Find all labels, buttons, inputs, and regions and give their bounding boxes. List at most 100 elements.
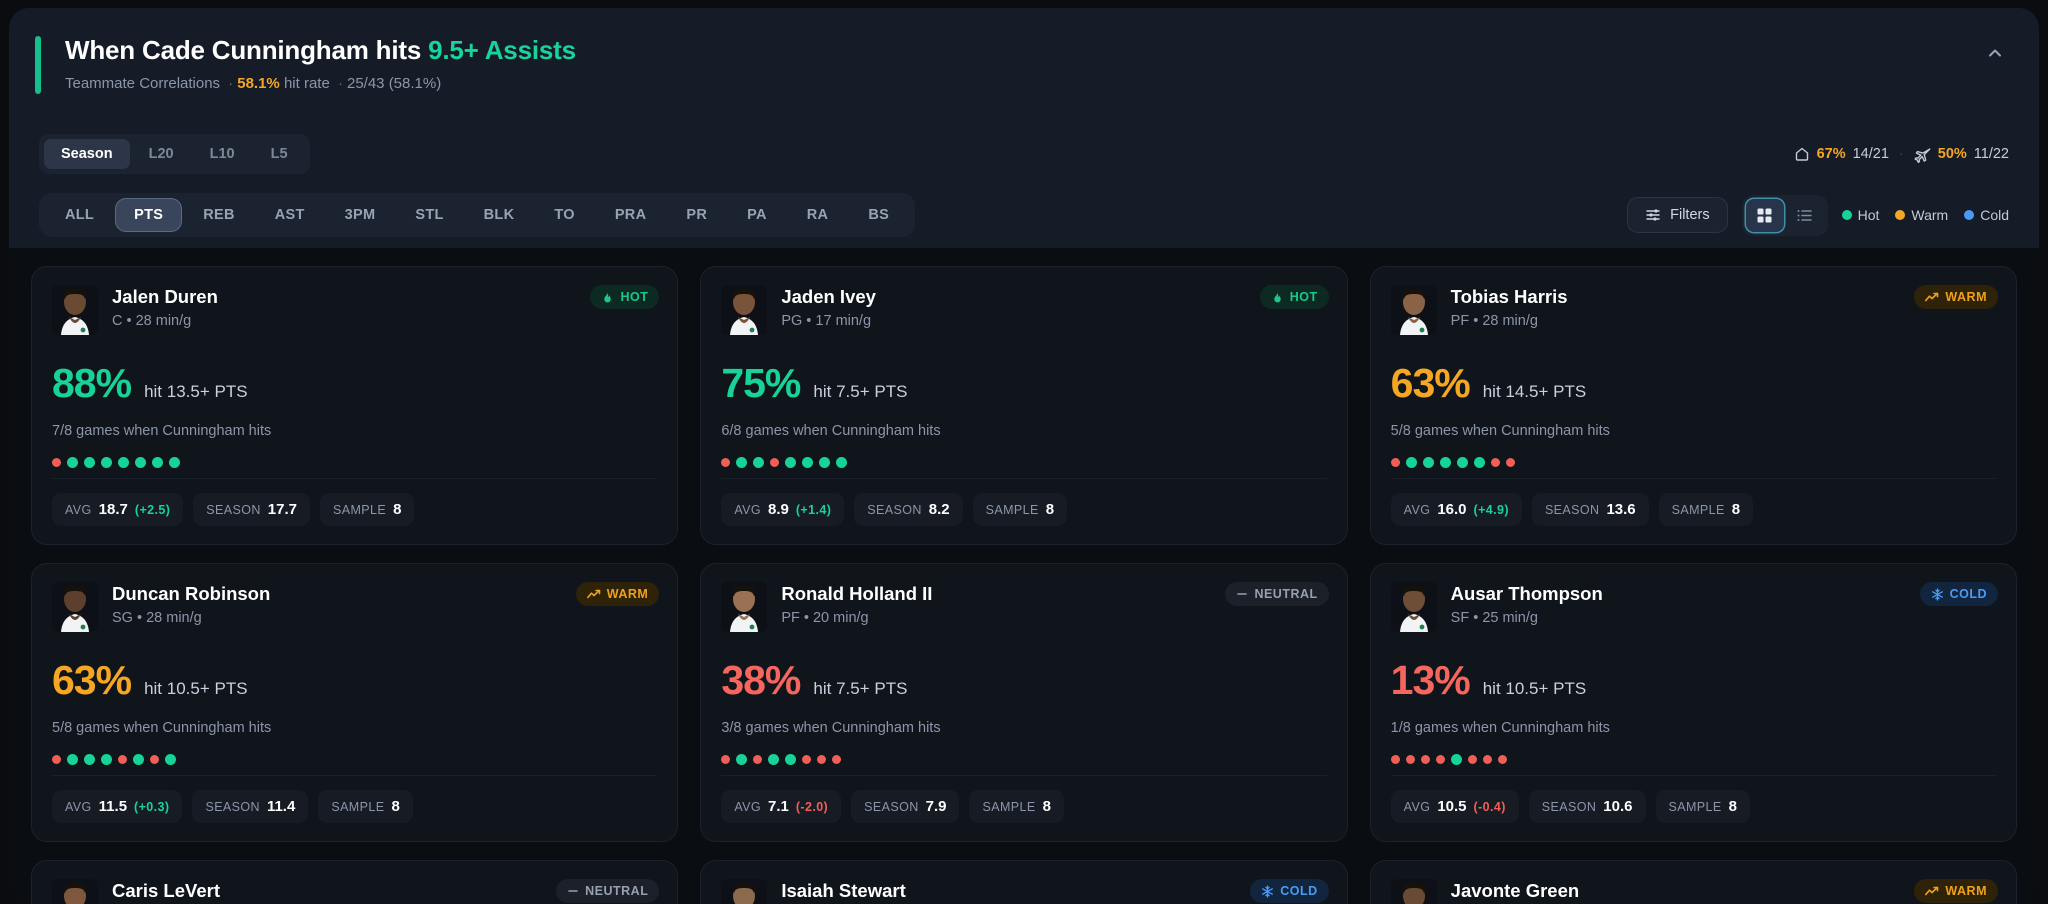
status-badge-label: COLD <box>1280 884 1318 898</box>
game-result-dot <box>1435 754 1445 764</box>
page-title-accent: 9.5+ Assists <box>428 35 576 65</box>
stat-tab-3pm[interactable]: 3PM <box>344 207 376 223</box>
chip-season-label: SEASON <box>205 799 260 814</box>
stat-tab-blk[interactable]: BLK <box>483 207 515 223</box>
legend-dot-cold <box>1964 210 1975 220</box>
hit-rate-line: 75% hit 7.5+ PTS <box>721 361 1326 405</box>
flame-icon <box>1271 291 1284 304</box>
game-result-dot <box>84 753 95 765</box>
player-card[interactable]: Isaiah Stewart COLD <box>700 860 1348 904</box>
stat-tab-pr[interactable]: PR <box>686 207 708 223</box>
player-card[interactable]: Tobias Harris PF • 28 min/g WARM 63% hit 14.… <box>1369 266 2017 545</box>
range-tab-l20[interactable]: L20 <box>148 146 174 162</box>
subtitle-hit-pct: 58.1% <box>237 75 280 92</box>
chip-sample-label: SAMPLE <box>1668 799 1722 814</box>
page-title-prefix: When Cade Cunningham hits <box>65 35 429 65</box>
chip-avg-value: 10.5 <box>1437 798 1467 815</box>
game-result-dot <box>1390 754 1400 764</box>
chip-avg-delta: (-2.0) <box>795 799 829 814</box>
game-result-dot <box>1405 456 1417 468</box>
venue-stat-home: 67% 14/21 <box>1794 146 1889 162</box>
chip-sample-value: 8 <box>1045 501 1055 518</box>
player-identity: Ausar Thompson SF • 25 min/g <box>1451 582 1603 628</box>
games-summary: 5/8 games when Cunningham hits <box>52 720 272 736</box>
hit-rate-label: hit 7.5+ PTS <box>813 382 908 401</box>
hit-rate-line: 38% hit 7.5+ PTS <box>721 658 1326 702</box>
game-result-dot <box>52 754 61 764</box>
chip-avg: AVG 18.7 (+2.5) <box>52 493 184 526</box>
stat-tab-to[interactable]: TO <box>554 207 575 223</box>
player-card[interactable]: Jaden Ivey PG • 17 min/g HOT 75% hit 7.5+ PT… <box>700 266 1348 545</box>
range-tab-l10[interactable]: L10 <box>209 146 235 162</box>
subtitle-record: 25/43 (58.1%) <box>346 75 442 92</box>
list-view-button[interactable] <box>1786 199 1824 232</box>
chip-season-value: 11.4 <box>266 798 296 815</box>
hit-rate-line: 88% hit 13.5+ PTS <box>52 361 657 405</box>
player-card[interactable]: Ausar Thompson SF • 25 min/g COLD 13% hit 10… <box>1369 563 2017 842</box>
chip-sample: SAMPLE 8 <box>972 493 1068 526</box>
player-card[interactable]: Javonte Green WARM <box>1369 860 2017 904</box>
hit-rate-pct: 38% <box>721 657 801 703</box>
chip-avg-delta: (-0.4) <box>1473 799 1506 814</box>
range-tab-season[interactable]: Season <box>44 139 130 169</box>
chip-season-label: SEASON <box>1541 799 1597 814</box>
chip-avg-label: AVG <box>734 502 761 517</box>
chip-sample-value: 8 <box>391 798 400 815</box>
player-card[interactable]: Ronald Holland II PF • 20 min/g NEUTRAL 38%… <box>700 563 1348 842</box>
legend-dot-hot <box>1841 210 1852 220</box>
collapse-button[interactable] <box>1977 38 2013 68</box>
chip-sample: SAMPLE 8 <box>319 493 415 526</box>
stat-chips: AVG 8.9 (+1.4) SEASON 8.2 SAMPLE 8 <box>721 478 1327 526</box>
stat-tab-stl[interactable]: STL <box>415 207 444 223</box>
avatar <box>1390 285 1437 335</box>
card-header: Duncan Robinson SG • 28 min/g <box>52 582 657 632</box>
chip-season: SEASON 8.2 <box>854 493 963 526</box>
chip-avg-delta: (+2.5) <box>134 502 171 517</box>
player-card[interactable]: Caris LeVert NEUTRAL <box>31 860 679 904</box>
stat-chips: AVG 10.5 (-0.4) SEASON 10.6 SAMPLE 8 <box>1390 775 1996 823</box>
game-result-dot <box>753 754 763 764</box>
filters-button[interactable]: Filters <box>1627 197 1728 233</box>
venue-split-stats: 67% 14/21 · 50% 11/22 <box>1794 146 2009 163</box>
stat-tab-reb[interactable]: REB <box>203 207 235 223</box>
stat-tab-pts[interactable]: PTS <box>116 199 182 231</box>
games-summary: 7/8 games when Cunningham hits <box>52 423 272 439</box>
stat-tab-pa[interactable]: PA <box>747 207 767 223</box>
stat-tab-group: ALL PTS REB AST 3PM STL BLK TO PRA PR PA RA BS <box>39 193 916 237</box>
stat-tab-pra[interactable]: PRA <box>614 207 647 223</box>
snowflake-icon <box>1261 884 1274 898</box>
game-result-dot <box>736 753 748 765</box>
minus-icon <box>1236 588 1248 600</box>
chip-avg-label: AVG <box>1403 799 1431 814</box>
flame-icon <box>601 291 614 304</box>
player-name: Jaden Ivey <box>781 286 876 307</box>
hit-rate-pct: 13% <box>1390 657 1471 703</box>
stat-tab-bs[interactable]: BS <box>868 207 890 223</box>
player-card[interactable]: Duncan Robinson SG • 28 min/g WARM 63% hit 1… <box>31 563 679 842</box>
stat-tab-ast[interactable]: AST <box>274 207 305 223</box>
grid-view-button[interactable] <box>1745 198 1784 232</box>
game-result-dot <box>1405 754 1415 764</box>
hit-rate-pct: 88% <box>52 360 132 406</box>
player-card[interactable]: Jalen Duren C • 28 min/g HOT 88% hit 13.5+ P… <box>31 266 679 545</box>
game-result-dot <box>721 457 731 467</box>
stat-tab-ra[interactable]: RA <box>806 207 829 223</box>
subtitle-hit-rate-label: hit rate <box>283 75 330 92</box>
game-result-dot <box>169 456 180 468</box>
chip-sample-label: SAMPLE <box>1671 502 1725 517</box>
card-header: Ronald Holland II PF • 20 min/g <box>721 582 1326 632</box>
range-tab-l5[interactable]: L5 <box>270 146 288 162</box>
game-result-dot <box>1420 754 1430 764</box>
stat-tab-all[interactable]: ALL <box>65 207 95 223</box>
player-card-grid: Jalen Duren C • 28 min/g HOT 88% hit 13.5+ P… <box>31 266 2017 904</box>
legend-item-cold: Cold <box>1964 207 2009 223</box>
trending-up-icon <box>1925 292 1939 303</box>
card-header: Jaden Ivey PG • 17 min/g <box>721 285 1326 335</box>
chip-avg-delta: (+1.4) <box>795 502 832 517</box>
accent-bar <box>35 36 41 94</box>
player-identity: Ronald Holland II PF • 20 min/g <box>781 582 932 628</box>
card-header: Caris LeVert <box>52 879 657 904</box>
card-header: Jalen Duren C • 28 min/g <box>52 285 657 335</box>
legend-item-warm: Warm <box>1895 207 1948 223</box>
game-result-dot <box>84 456 95 468</box>
